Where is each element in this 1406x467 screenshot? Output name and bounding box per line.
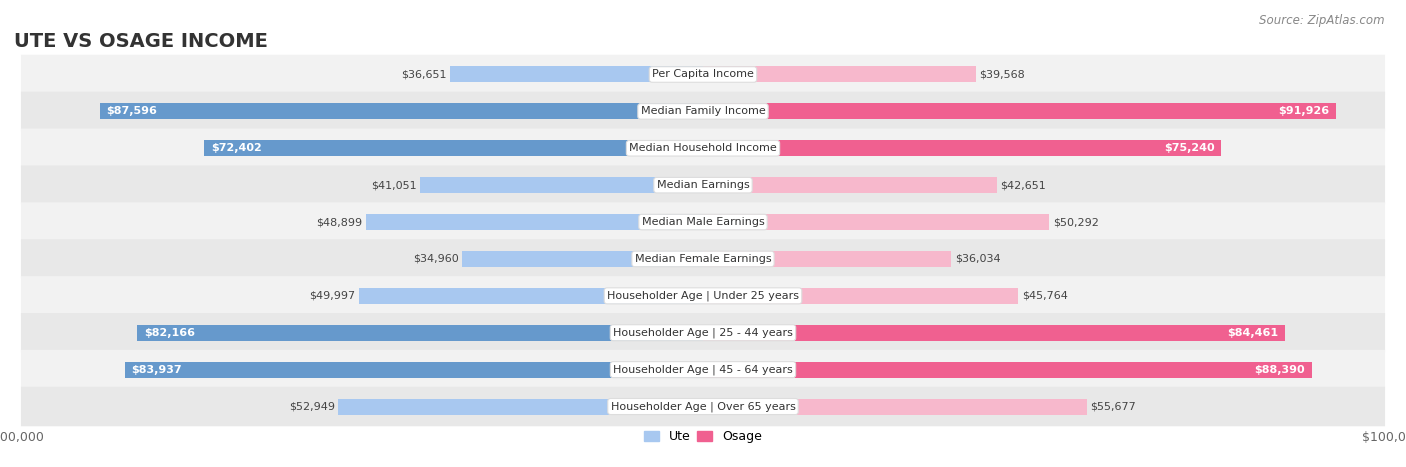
Text: $42,651: $42,651 xyxy=(1000,180,1046,190)
Text: $50,292: $50,292 xyxy=(1053,217,1099,227)
FancyBboxPatch shape xyxy=(21,239,1385,279)
FancyBboxPatch shape xyxy=(21,165,1385,205)
Bar xyxy=(703,66,976,83)
Text: Median Family Income: Median Family Income xyxy=(641,106,765,116)
Text: Householder Age | 45 - 64 years: Householder Age | 45 - 64 years xyxy=(613,364,793,375)
Text: UTE VS OSAGE INCOME: UTE VS OSAGE INCOME xyxy=(14,31,269,50)
Text: Householder Age | Over 65 years: Householder Age | Over 65 years xyxy=(610,401,796,412)
Text: Source: ZipAtlas.com: Source: ZipAtlas.com xyxy=(1260,14,1385,27)
Legend: Ute, Osage: Ute, Osage xyxy=(640,425,766,448)
Text: Median Female Earnings: Median Female Earnings xyxy=(634,254,772,264)
Bar xyxy=(450,66,703,83)
Text: $83,937: $83,937 xyxy=(132,365,183,375)
Text: Per Capita Income: Per Capita Income xyxy=(652,70,754,79)
Text: $45,764: $45,764 xyxy=(1022,291,1067,301)
Text: $82,166: $82,166 xyxy=(143,328,195,338)
Bar xyxy=(100,103,703,120)
Text: $72,402: $72,402 xyxy=(211,143,262,153)
Bar xyxy=(366,214,703,230)
Bar xyxy=(136,325,703,341)
Bar xyxy=(339,398,703,415)
Text: $75,240: $75,240 xyxy=(1164,143,1215,153)
FancyBboxPatch shape xyxy=(21,128,1385,168)
Bar xyxy=(463,251,703,267)
Bar xyxy=(204,140,703,156)
Bar xyxy=(703,288,1018,304)
FancyBboxPatch shape xyxy=(21,387,1385,426)
Text: Median Male Earnings: Median Male Earnings xyxy=(641,217,765,227)
Text: $91,926: $91,926 xyxy=(1278,106,1330,116)
FancyBboxPatch shape xyxy=(21,313,1385,353)
FancyBboxPatch shape xyxy=(21,350,1385,389)
Bar xyxy=(703,177,997,193)
Bar xyxy=(703,398,1087,415)
FancyBboxPatch shape xyxy=(21,92,1385,131)
Text: $36,034: $36,034 xyxy=(955,254,1000,264)
Text: $36,651: $36,651 xyxy=(402,70,447,79)
Text: $55,677: $55,677 xyxy=(1090,402,1136,411)
Bar xyxy=(703,251,952,267)
Text: $87,596: $87,596 xyxy=(107,106,157,116)
Bar xyxy=(703,361,1312,378)
Text: $88,390: $88,390 xyxy=(1254,365,1305,375)
FancyBboxPatch shape xyxy=(21,55,1385,94)
Text: Median Household Income: Median Household Income xyxy=(628,143,778,153)
Text: $49,997: $49,997 xyxy=(309,291,356,301)
Bar xyxy=(420,177,703,193)
Text: $41,051: $41,051 xyxy=(371,180,416,190)
Text: $48,899: $48,899 xyxy=(316,217,363,227)
Text: Householder Age | 25 - 44 years: Householder Age | 25 - 44 years xyxy=(613,327,793,338)
Text: Median Earnings: Median Earnings xyxy=(657,180,749,190)
FancyBboxPatch shape xyxy=(21,202,1385,242)
Bar xyxy=(359,288,703,304)
Text: $84,461: $84,461 xyxy=(1227,328,1278,338)
Bar xyxy=(703,214,1049,230)
Text: $34,960: $34,960 xyxy=(413,254,458,264)
Text: Householder Age | Under 25 years: Householder Age | Under 25 years xyxy=(607,290,799,301)
Bar xyxy=(703,325,1285,341)
Bar xyxy=(125,361,703,378)
FancyBboxPatch shape xyxy=(21,276,1385,316)
Bar xyxy=(703,103,1336,120)
Text: $39,568: $39,568 xyxy=(979,70,1025,79)
Text: $52,949: $52,949 xyxy=(288,402,335,411)
Bar xyxy=(703,140,1222,156)
